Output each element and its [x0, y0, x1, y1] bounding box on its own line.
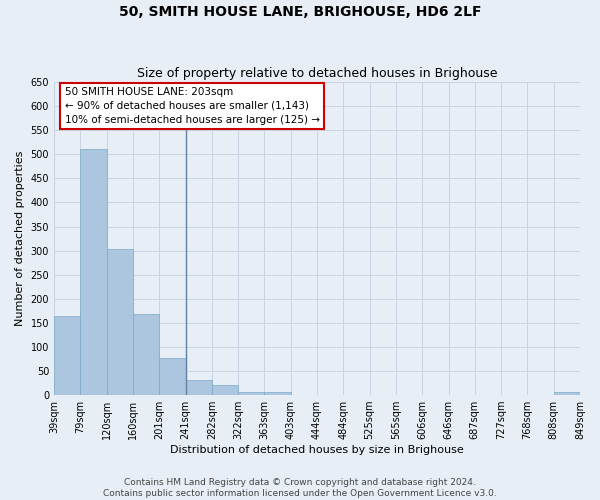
Bar	[159, 358, 185, 395]
Bar	[185, 380, 212, 395]
Bar	[265, 392, 291, 395]
Text: 50 SMITH HOUSE LANE: 203sqm
← 90% of detached houses are smaller (1,143)
10% of : 50 SMITH HOUSE LANE: 203sqm ← 90% of det…	[65, 87, 320, 125]
Bar	[133, 314, 159, 395]
Bar	[54, 316, 80, 395]
Y-axis label: Number of detached properties: Number of detached properties	[15, 151, 25, 326]
Bar	[554, 392, 580, 395]
Bar	[107, 249, 133, 395]
X-axis label: Distribution of detached houses by size in Brighouse: Distribution of detached houses by size …	[170, 445, 464, 455]
Text: Contains HM Land Registry data © Crown copyright and database right 2024.
Contai: Contains HM Land Registry data © Crown c…	[103, 478, 497, 498]
Bar	[238, 392, 265, 395]
Bar	[80, 150, 107, 395]
Bar	[212, 386, 238, 395]
Text: 50, SMITH HOUSE LANE, BRIGHOUSE, HD6 2LF: 50, SMITH HOUSE LANE, BRIGHOUSE, HD6 2LF	[119, 5, 481, 19]
Title: Size of property relative to detached houses in Brighouse: Size of property relative to detached ho…	[137, 66, 497, 80]
